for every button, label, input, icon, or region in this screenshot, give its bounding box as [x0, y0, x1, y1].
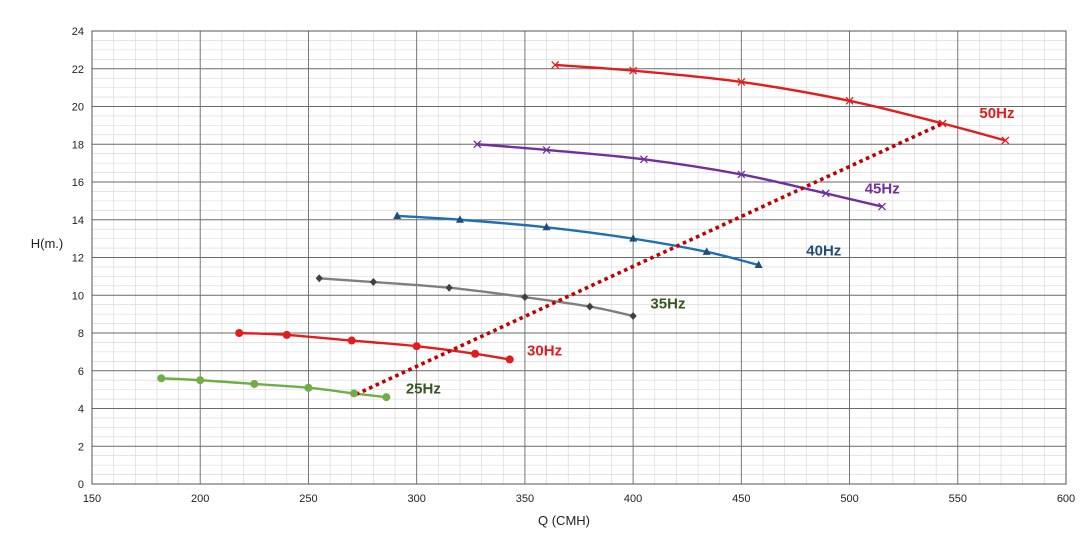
data-point-45hz: [639, 155, 648, 164]
data-point-25hz: [382, 393, 391, 402]
data-point-40hz: [629, 234, 638, 242]
series-label-35hz: 35Hz: [650, 295, 685, 312]
x-tick-label: 450: [732, 493, 750, 505]
data-point-30hz: [505, 355, 514, 364]
plot-border: [91, 30, 1067, 485]
labels-layer: 50Hz 45Hz 40Hz 35Hz 30Hz 25Hz: [406, 105, 1015, 398]
y-tick-label: 16: [72, 177, 84, 189]
y-axis-label: H(m.): [31, 236, 64, 251]
data-point-40hz: [542, 222, 551, 231]
data-point-35hz: [629, 312, 637, 321]
data-point-40hz: [393, 211, 402, 219]
series-label-50hz: 50Hz: [979, 105, 1014, 122]
y-tick-label: 10: [72, 290, 84, 302]
y-tick-label: 8: [78, 328, 84, 340]
data-point-25hz: [196, 376, 205, 385]
series-label-30hz: 30Hz: [527, 343, 562, 360]
y-tick-label: 4: [78, 404, 84, 416]
y-tick-label: 0: [78, 479, 84, 491]
y-tick-label: 24: [72, 26, 84, 38]
data-point-40hz: [455, 215, 464, 223]
data-point-30hz: [471, 349, 480, 358]
x-tick-label: 250: [299, 493, 317, 505]
axes: 150 200 250 300 350 400 450 500 550 6000246810121…: [72, 26, 1075, 505]
x-tick-label: 200: [191, 493, 209, 505]
data-point-30hz: [282, 330, 291, 339]
x-tick-label: 400: [624, 493, 642, 505]
data-point-50hz: [551, 61, 560, 69]
data-point-45hz: [878, 202, 886, 211]
data-point-35hz: [315, 274, 323, 283]
y-tick-label: 22: [72, 64, 84, 76]
x-tick-label: 550: [949, 493, 967, 505]
series-label-40hz: 40Hz: [806, 243, 841, 260]
x-tick-label: 600: [1057, 493, 1075, 505]
data-point-45hz: [542, 145, 551, 154]
y-tick-label: 2: [78, 441, 84, 453]
data-point-50hz: [938, 119, 947, 128]
data-point-35hz: [445, 283, 453, 292]
y-tick-label: 18: [72, 139, 84, 151]
y-tick-label: 20: [72, 102, 84, 114]
data-point-35hz: [521, 293, 529, 302]
x-tick-label: 500: [840, 493, 858, 505]
series-label-45hz: 45Hz: [865, 180, 900, 197]
x-tick-label: 150: [83, 493, 101, 505]
data-point-30hz: [347, 336, 356, 345]
data-point-50hz: [629, 66, 638, 75]
data-point-45hz: [821, 189, 830, 198]
data-point-25hz: [349, 389, 358, 398]
data-point-50hz: [845, 96, 854, 105]
data-point-25hz: [157, 374, 166, 383]
data-point-50hz: [737, 78, 746, 86]
y-tick-label: 12: [72, 253, 84, 265]
x-axis-label: Q (CMH): [538, 513, 590, 528]
data-point-35hz: [369, 278, 377, 287]
x-tick-label: 350: [516, 493, 534, 505]
data-point-50hz: [1001, 136, 1010, 145]
y-tick-label: 6: [78, 366, 84, 378]
series-label-25hz: 25Hz: [406, 380, 441, 397]
y-tick-label: 14: [72, 215, 84, 227]
data-point-40hz: [754, 260, 763, 269]
data-point-25hz: [304, 383, 313, 392]
data-point-30hz: [412, 342, 421, 351]
data-point-40hz: [702, 247, 711, 255]
marker-layer: [157, 61, 1010, 402]
data-point-45hz: [737, 170, 746, 179]
data-point-30hz: [235, 329, 244, 337]
data-point-35hz: [586, 302, 594, 311]
x-tick-label: 300: [407, 493, 425, 505]
data-point-45hz: [473, 140, 482, 149]
data-point-25hz: [250, 379, 259, 388]
